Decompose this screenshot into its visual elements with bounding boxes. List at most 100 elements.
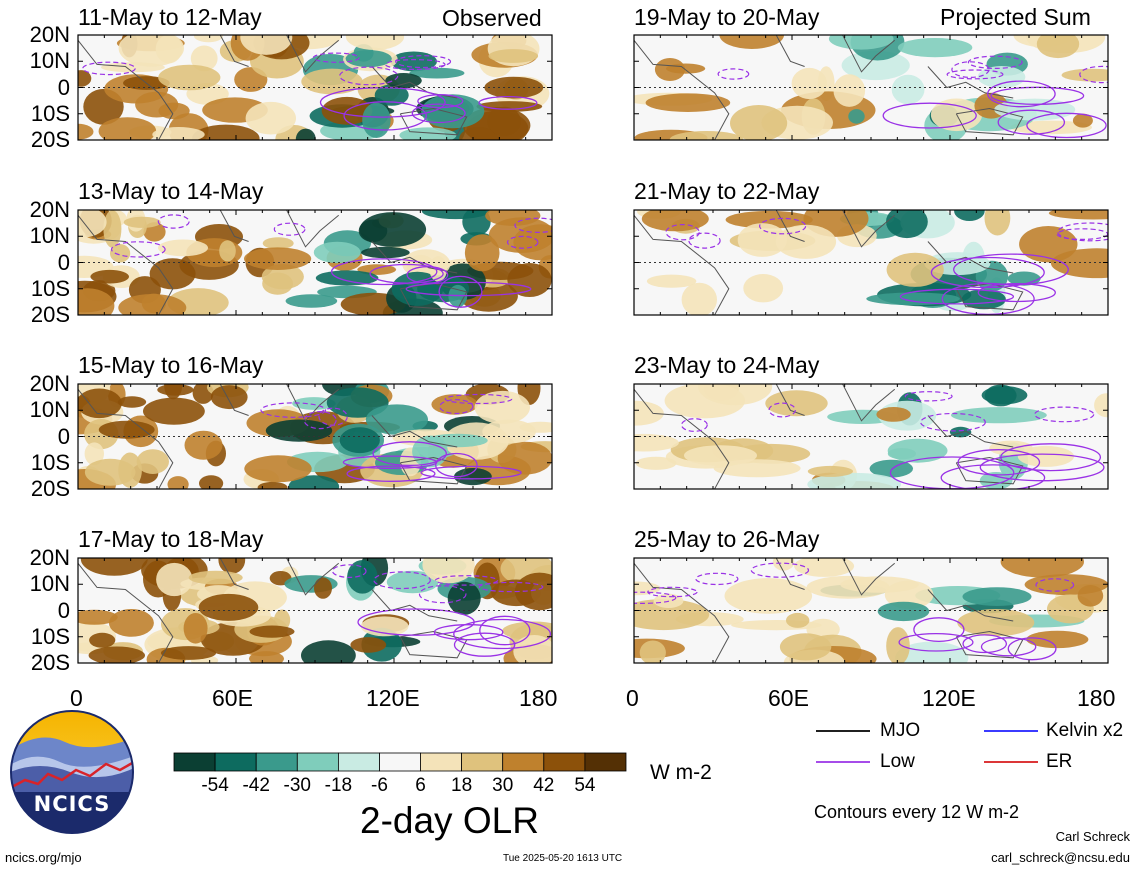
olr-anomaly-cell (502, 621, 552, 641)
low-contour (930, 256, 1045, 289)
y-tick-label: 0 (57, 249, 70, 275)
legend-label-er: ER (1046, 751, 1073, 772)
low-contour-negative (318, 407, 348, 426)
olr-anomaly-cell (447, 581, 481, 615)
colorbar-segment (461, 752, 504, 772)
olr-anomaly-cell (345, 35, 405, 50)
low-contour (962, 634, 1008, 654)
olr-anomaly-cell (84, 458, 136, 486)
footer-timestamp: Tue 2025-05-20 1613 UTC (503, 853, 623, 864)
low-contour (405, 281, 532, 297)
olr-anomaly-cell (779, 633, 832, 661)
olr-anomaly-cell (288, 475, 340, 489)
colorbar-segment (214, 752, 257, 772)
low-contour-negative (750, 562, 810, 578)
low-contour-negative (110, 241, 166, 258)
olr-anomaly-cell (698, 384, 773, 406)
x-tick-label: 180 (1077, 685, 1116, 711)
coastline (371, 589, 458, 622)
olr-anomaly-cell (359, 212, 427, 247)
olr-anomaly-cell (257, 481, 288, 489)
y-tick-label: 10N (29, 223, 70, 249)
colorbar-tick-label: 6 (415, 775, 426, 796)
panel-title: 15-May to 16-May (78, 352, 264, 378)
olr-anomaly-cell (981, 386, 1028, 405)
colorbar-segment (173, 752, 216, 772)
units-label: W m-2 (650, 761, 712, 784)
olr-anomaly-cell (876, 407, 911, 422)
coastline (634, 388, 730, 489)
low-contour-negative (717, 68, 750, 80)
low-contour-negative (951, 61, 990, 78)
olr-anomaly-cell (977, 66, 1026, 88)
olr-anomaly-cell (807, 465, 854, 477)
olr-anomaly-cell (78, 288, 115, 315)
olr-anomaly-cell (635, 456, 677, 470)
olr-anomaly-cell (634, 581, 661, 596)
x-tick-label: 0 (70, 685, 83, 711)
olr-anomaly-cell (984, 210, 1011, 236)
low-contour-negative (418, 585, 467, 604)
olr-anomaly-cell (347, 560, 378, 594)
coastline (399, 107, 468, 136)
olr-anomaly-cell (244, 247, 312, 270)
low-contour-negative (303, 411, 337, 430)
coastline (78, 388, 174, 489)
olr-anomaly-cell (78, 388, 122, 419)
olr-anomaly-cell (295, 128, 316, 140)
olr-anomaly-cell (156, 562, 193, 597)
low-contour-negative (157, 214, 190, 229)
coastline (842, 35, 896, 73)
low-contour-negative (758, 217, 807, 235)
olr-anomaly-cell (645, 93, 731, 112)
colorbar-segment (337, 752, 380, 772)
ncics-logo: NCICS (10, 710, 134, 834)
low-contour (899, 288, 1015, 305)
panel-title: 19-May to 20-May (634, 4, 820, 30)
olr-anomaly-cell (497, 441, 552, 475)
coastline (286, 35, 340, 73)
olr-anomaly-cell (143, 397, 205, 425)
olr-anomaly-cell (954, 210, 985, 221)
low-contour-negative (312, 52, 360, 63)
olr-anomaly-cell (979, 472, 1013, 489)
olr-anomaly-cell (957, 609, 1035, 637)
coastline (955, 456, 1024, 485)
coastline (927, 66, 1014, 99)
olr-anomaly-cell (98, 420, 155, 439)
colorbar-tick-label: 54 (574, 775, 596, 796)
low-contour-negative (273, 222, 306, 236)
legend-label-mjo: MJO (880, 720, 921, 741)
olr-anomaly-cell (724, 578, 813, 614)
low-contour (953, 253, 1069, 286)
olr-anomaly-cell (118, 35, 184, 67)
coastline (399, 630, 468, 659)
low-contour-negative (688, 232, 721, 249)
panel-title: 17-May to 18-May (78, 526, 264, 552)
olr-anomaly-cell (136, 449, 169, 474)
olr-anomaly-cell (184, 430, 223, 460)
coastline (371, 415, 458, 448)
y-tick-label: 10S (30, 275, 70, 301)
low-contour-negative (920, 412, 986, 432)
contour-note: Contours every 12 W m-2 (814, 802, 1020, 822)
olr-anomaly-cell (775, 224, 837, 259)
low-contour (420, 465, 522, 480)
low-contour (997, 109, 1066, 135)
y-tick-label: 20N (29, 545, 70, 570)
olr-anomaly-cell (646, 274, 697, 288)
low-contour (411, 103, 466, 124)
low-contour (417, 94, 464, 109)
x-tick-label: 120E (366, 685, 420, 711)
colorbar-tick-label: 18 (451, 775, 473, 796)
olr-anomaly-cell (961, 289, 1006, 310)
low-contour (898, 632, 974, 652)
olr-anomaly-cell (887, 448, 917, 460)
olr-anomaly-cell (88, 646, 145, 663)
colorbar-tick-label: -54 (201, 775, 229, 796)
coastline (634, 39, 730, 140)
low-contour (990, 86, 1085, 105)
olr-anomaly-cell (199, 475, 224, 489)
observed-header: Observed (442, 5, 542, 31)
logo-text: NCICS (33, 792, 111, 816)
